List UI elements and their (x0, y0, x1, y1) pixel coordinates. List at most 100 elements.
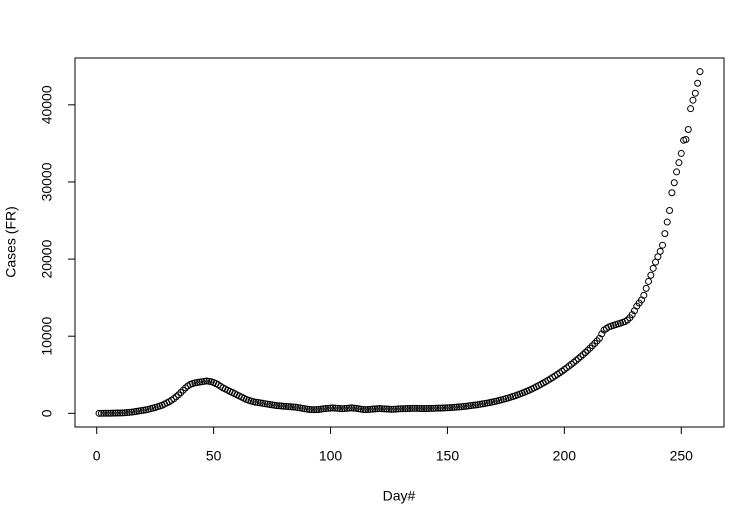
point (366, 405, 374, 413)
point (464, 402, 472, 410)
point (373, 405, 381, 413)
point (322, 405, 330, 413)
point (684, 126, 692, 134)
x-tick-label: 0 (93, 448, 101, 464)
point (259, 399, 267, 407)
point (205, 377, 213, 385)
x-tick-label: 250 (670, 448, 694, 464)
point (123, 409, 131, 417)
point (182, 384, 190, 392)
point (336, 405, 344, 413)
point (670, 179, 678, 187)
y-tick-label: 30000 (39, 162, 55, 201)
point (427, 404, 435, 412)
point (572, 357, 580, 365)
point (289, 403, 297, 411)
point (661, 230, 669, 238)
point (128, 408, 136, 416)
point (256, 399, 264, 407)
point (324, 404, 332, 412)
point (310, 406, 318, 414)
point (102, 409, 110, 417)
point (469, 401, 477, 409)
point (364, 405, 372, 413)
point (446, 404, 454, 412)
point (399, 405, 407, 413)
point (647, 271, 655, 279)
point (673, 168, 681, 176)
point (677, 149, 685, 157)
point (327, 404, 335, 412)
point (439, 404, 447, 412)
point (598, 330, 606, 338)
point (111, 409, 119, 417)
point (675, 159, 683, 167)
point (691, 89, 699, 97)
point (448, 403, 456, 411)
point (362, 406, 370, 414)
point (334, 404, 342, 412)
point (301, 405, 309, 413)
point (95, 409, 103, 417)
y-tick-label: 20000 (39, 239, 55, 278)
point (397, 405, 405, 413)
point (474, 401, 482, 409)
point (687, 105, 695, 113)
point (623, 316, 631, 324)
point (291, 403, 299, 411)
point (408, 404, 416, 412)
point (383, 405, 391, 413)
point (331, 404, 339, 412)
point (252, 398, 260, 406)
point (457, 403, 465, 411)
point (270, 401, 278, 409)
point (266, 400, 274, 408)
point (352, 404, 360, 412)
point (179, 386, 187, 394)
point (376, 405, 384, 413)
point (413, 404, 421, 412)
point (467, 402, 475, 410)
point (649, 264, 657, 272)
point (579, 351, 587, 359)
point (338, 405, 346, 413)
point (385, 405, 393, 413)
point (268, 401, 276, 409)
point (261, 400, 269, 408)
point (107, 409, 115, 417)
x-tick-label: 100 (319, 448, 343, 464)
point (135, 407, 143, 415)
point (577, 353, 585, 361)
point (696, 68, 704, 76)
point (254, 399, 262, 407)
point (390, 405, 398, 413)
point (343, 404, 351, 412)
point (132, 407, 140, 415)
point (312, 406, 320, 414)
point (359, 405, 367, 413)
point (462, 402, 470, 410)
point (317, 405, 325, 413)
point (394, 405, 402, 413)
x-tick-label: 200 (553, 448, 577, 464)
x-axis-label: Day# (383, 488, 416, 504)
point (387, 405, 395, 413)
point (441, 404, 449, 412)
point (586, 344, 594, 352)
point (415, 404, 423, 412)
y-tick-label: 0 (39, 409, 55, 417)
point (668, 189, 676, 197)
point (432, 404, 440, 412)
point (420, 405, 428, 413)
point (284, 403, 292, 411)
point (392, 405, 400, 413)
point (659, 241, 667, 249)
point (476, 400, 484, 408)
point (422, 405, 430, 413)
point (341, 405, 349, 413)
point (100, 409, 108, 417)
point (315, 405, 323, 413)
point (588, 342, 596, 350)
point (645, 277, 653, 285)
